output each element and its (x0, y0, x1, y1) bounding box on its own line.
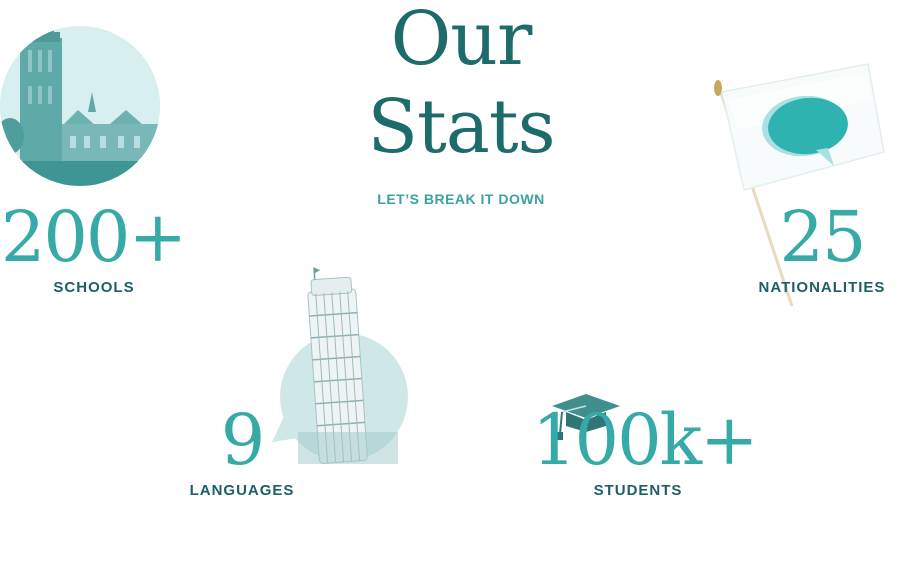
languages-label: LANGUAGES (189, 482, 295, 499)
graduation-cap-icon (552, 394, 620, 440)
students-value: 100k+ (532, 399, 759, 481)
flag-speech-bubble-image (714, 63, 885, 307)
languages-value: 9 (220, 399, 266, 481)
nationalities-label: NATIONALITIES (758, 279, 886, 296)
schools-value: 200+ (0, 196, 187, 278)
leaning-tower-image (272, 267, 408, 464)
schools-label: SCHOOLS (53, 279, 135, 296)
nationalities-value: 25 (779, 196, 866, 278)
students-label: STUDENTS (593, 482, 683, 499)
university-tower-image (0, 26, 160, 186)
page-subtitle: LET’S BREAK IT DOWN (377, 191, 545, 207)
page-title-line-2: Stats (367, 84, 555, 170)
page-title-line-1: Our (390, 0, 533, 82)
